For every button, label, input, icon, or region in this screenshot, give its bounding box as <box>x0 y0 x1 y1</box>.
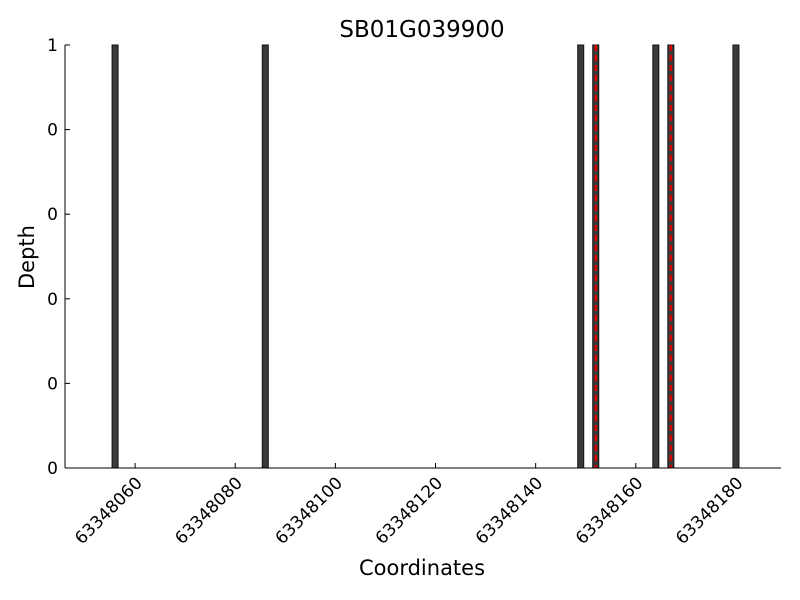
x-axis-label: Coordinates <box>359 556 485 580</box>
x-tick-label: 63348120 <box>372 473 447 548</box>
x-tick-label: 63348180 <box>672 473 747 548</box>
y-tick-label: 0 <box>47 459 58 479</box>
x-tick-label: 63348080 <box>171 473 246 548</box>
x-tick-label: 63348140 <box>472 473 547 548</box>
bar <box>652 44 660 469</box>
bar <box>261 44 269 469</box>
x-tick-label: 63348060 <box>71 473 146 548</box>
x-tick-label: 63348160 <box>572 473 647 548</box>
chart-title: SB01G039900 <box>339 17 504 43</box>
bar <box>577 44 585 469</box>
y-axis-label: Depth <box>15 225 39 289</box>
x-tick-label: 63348100 <box>272 473 347 548</box>
bar <box>732 44 740 469</box>
y-tick-label: 1 <box>47 36 58 56</box>
y-tick-label: 0 <box>47 121 58 141</box>
bar <box>111 44 119 469</box>
y-tick-label: 0 <box>47 290 58 310</box>
y-tick-label: 0 <box>47 205 58 225</box>
y-tick-label: 0 <box>47 374 58 394</box>
